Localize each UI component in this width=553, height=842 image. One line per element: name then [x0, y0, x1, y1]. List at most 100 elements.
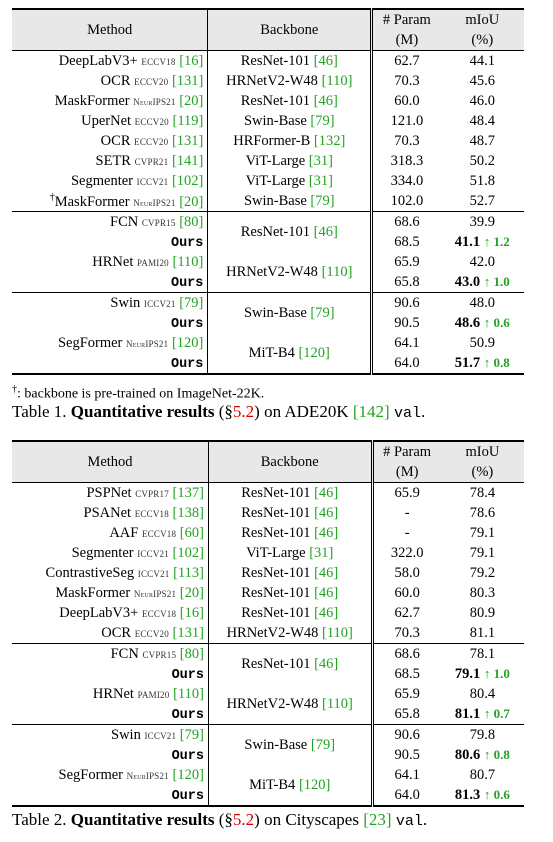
method-cell: Swin ICCV21 [79]: [12, 292, 209, 313]
method-ref-link[interactable]: [80]: [179, 213, 204, 230]
header-param-unit-label: (M): [395, 31, 419, 48]
backbone-ref-link[interactable]: [46]: [313, 223, 338, 240]
backbone-ref-link[interactable]: [110]: [321, 263, 353, 280]
backbone-ref-link[interactable]: [46]: [314, 504, 339, 521]
method-ref-link[interactable]: [131]: [171, 132, 204, 149]
backbone-ref-link[interactable]: [31]: [308, 172, 333, 189]
method-name: FCN: [110, 213, 139, 230]
param-cell-value: 70.3: [394, 132, 420, 149]
table-row: Segmenter ICCV21 [102] ViT-Large [31] 334.…: [12, 171, 524, 191]
miou-cell: 50.9: [441, 333, 524, 353]
backbone-ref-link[interactable]: [46]: [314, 524, 339, 541]
backbone-ref-link[interactable]: [46]: [314, 604, 339, 621]
ours-miou-value: 81.3: [454, 786, 481, 803]
method-ref-link[interactable]: [79]: [179, 726, 204, 743]
method-ref-link[interactable]: [20]: [179, 92, 204, 109]
param-cell-value: 68.6: [394, 213, 420, 230]
method-ref-link[interactable]: [20]: [179, 193, 204, 210]
param-cell: 68.6: [371, 211, 441, 232]
method-ref-link[interactable]: [80]: [179, 645, 204, 662]
backbone-ref-link[interactable]: [46]: [314, 484, 339, 501]
method-name: Swin: [110, 294, 141, 311]
method-name: FCN: [110, 645, 139, 662]
venue-tag: ECCV20: [134, 116, 169, 127]
method-cell: OCR ECCV20 [131]: [12, 71, 209, 91]
table-row: OCR ECCV20 [131] HRNetV2-W48 [110] 70.3 45.…: [12, 71, 524, 91]
backbone-ref-link[interactable]: [79]: [310, 192, 335, 209]
param-cell: 90.6: [371, 292, 441, 313]
param-cell: 65.9: [372, 684, 441, 704]
backbone-ref-link[interactable]: [46]: [314, 584, 339, 601]
method-ref-link[interactable]: [102]: [172, 544, 204, 561]
method-ref-link[interactable]: [20]: [179, 584, 204, 601]
backbone-ref-link[interactable]: [132]: [313, 132, 346, 149]
param-cell-value: 58.0: [394, 564, 420, 581]
backbone-ref-link[interactable]: [120]: [298, 344, 330, 361]
backbone-ref-link[interactable]: [46]: [314, 564, 339, 581]
backbone-ref-link[interactable]: [46]: [313, 52, 338, 69]
method-ref-link[interactable]: [102]: [171, 172, 204, 189]
method-ref-link[interactable]: [138]: [172, 504, 204, 521]
section-ref-link[interactable]: 5.2: [232, 402, 255, 421]
miou-cell-value: 80.9: [469, 604, 496, 621]
backbone-ref-link[interactable]: [46]: [314, 655, 339, 672]
header-backbone-label: Backbone: [260, 21, 319, 38]
venue-tag: ECCV18: [141, 528, 177, 539]
table-row: UperNet ECCV20 [119] Swin-Base [79] 121.0 4…: [12, 111, 524, 131]
method-ref-link[interactable]: [110]: [172, 253, 204, 270]
miou-cell-value: 78.1: [469, 645, 496, 662]
ours-miou-value: 41.1: [454, 233, 481, 250]
miou-cell-value: 39.9: [469, 213, 495, 230]
param-cell: 60.0: [372, 91, 441, 111]
param-cell-value: 64.1: [394, 766, 420, 783]
param-cell: 64.0: [371, 353, 441, 375]
table-row: DeepLabV3+ ECCV18 [16] ResNet-101 [46] 62.…: [12, 50, 524, 71]
param-cell-value: 62.7: [394, 604, 420, 621]
caption-mid: ) on ADE20K: [254, 402, 353, 421]
caption-mid: ) on Cityscapes: [254, 810, 364, 829]
param-cell: 62.7: [372, 603, 441, 623]
method-ref-link[interactable]: [16]: [179, 52, 204, 69]
miou-cell: 44.1: [440, 50, 524, 71]
param-cell-value: 68.5: [394, 233, 420, 250]
param-cell-value: 68.5: [394, 665, 420, 682]
header-method-label: Method: [87, 453, 133, 470]
method-ref-link[interactable]: [137]: [172, 484, 204, 501]
header-row: Method Backbone # Param mIoU: [12, 8, 524, 51]
miou-cell-value: 79.1: [469, 544, 496, 561]
method-ref-link[interactable]: [113]: [173, 564, 204, 581]
method-cell: OCR ECCV20 [131]: [12, 131, 209, 151]
backbone-ref-link[interactable]: [79]: [310, 304, 335, 321]
backbone-ref-link[interactable]: [46]: [313, 92, 338, 109]
ours-row: Ours 90.5 80.6 ↑ 0.8: [12, 745, 524, 765]
method-ref-link[interactable]: [60]: [179, 524, 204, 541]
miou-cell: 52.7: [441, 191, 524, 212]
param-cell: 102.0: [372, 191, 441, 212]
method-ref-link[interactable]: [131]: [171, 72, 204, 89]
method-ref-link[interactable]: [131]: [172, 624, 204, 641]
method-ref-link[interactable]: [120]: [172, 766, 204, 783]
backbone-ref-link[interactable]: [79]: [310, 112, 335, 129]
backbone-cell: ViT-Large [31]: [207, 171, 374, 191]
backbone-ref-link[interactable]: [110]: [322, 624, 353, 641]
method-ref-link[interactable]: [119]: [172, 112, 204, 129]
backbone-name: ResNet-101: [240, 223, 310, 240]
param-cell-value: 121.0: [390, 112, 424, 129]
method-ref-link[interactable]: [120]: [171, 334, 204, 351]
param-cell-value: 60.0: [394, 584, 420, 601]
section-ref-link[interactable]: 5.2: [232, 810, 255, 829]
param-cell: 64.0: [372, 785, 441, 807]
method-ref-link[interactable]: [141]: [171, 152, 204, 169]
backbone-ref-link[interactable]: [110]: [322, 695, 353, 712]
method-ref-link[interactable]: [110]: [173, 685, 204, 702]
backbone-ref-link[interactable]: [31]: [308, 152, 333, 169]
backbone-ref-link[interactable]: [31]: [309, 544, 334, 561]
backbone-ref-link[interactable]: [120]: [298, 776, 331, 793]
backbone-ref-link[interactable]: [79]: [310, 736, 336, 753]
ours-miou-cell: 81.3 ↑ 0.6: [440, 785, 524, 807]
backbone-ref-link[interactable]: [110]: [321, 72, 353, 89]
method-ref-link[interactable]: [79]: [179, 294, 204, 311]
method-ref-link[interactable]: [16]: [179, 604, 204, 621]
citation-link[interactable]: [142]: [352, 402, 390, 421]
citation-link[interactable]: [23]: [363, 810, 392, 829]
